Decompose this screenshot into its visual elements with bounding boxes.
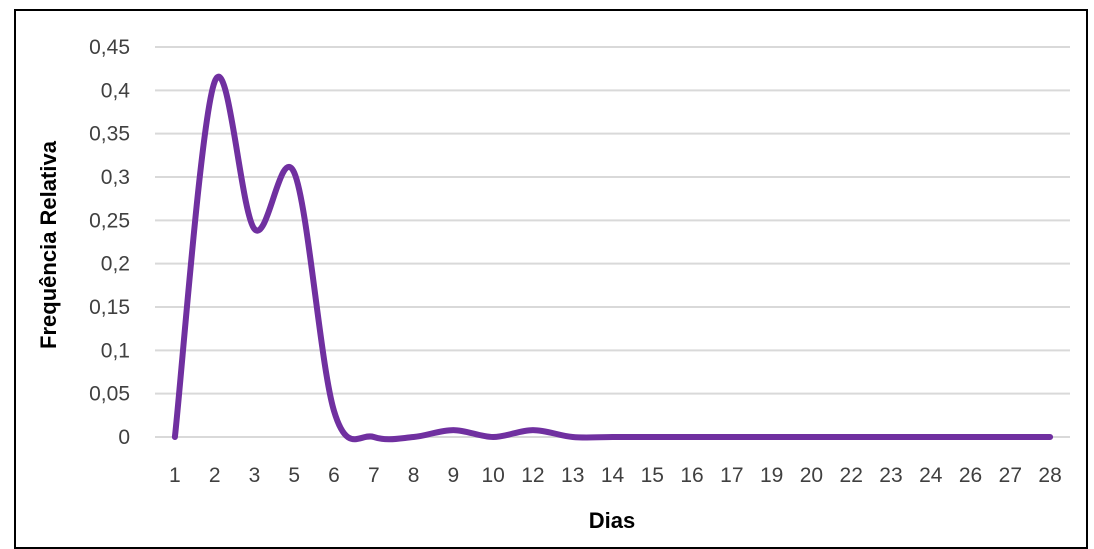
x-tick-label: 12 [521, 464, 544, 487]
x-tick-label: 23 [879, 464, 902, 487]
x-tick-label: 9 [448, 464, 460, 487]
x-tick-label: 27 [999, 464, 1022, 487]
y-tick-label: 0,25 [89, 209, 130, 232]
x-tick-label: 10 [481, 464, 504, 487]
x-tick-label: 1 [169, 464, 181, 487]
x-tick-label: 7 [368, 464, 380, 487]
y-tick-label: 0,4 [101, 79, 131, 102]
chart-frame [14, 9, 1088, 549]
y-tick-label: 0,45 [89, 36, 130, 59]
x-tick-label: 20 [800, 464, 823, 487]
x-tick-label: 16 [680, 464, 703, 487]
x-tick-label: 26 [959, 464, 982, 487]
x-tick-label: 3 [249, 464, 261, 487]
x-tick-label: 5 [288, 464, 300, 487]
x-tick-label: 15 [641, 464, 664, 487]
y-axis-title: Frequência Relativa [36, 140, 61, 349]
x-tick-label: 28 [1038, 464, 1061, 487]
x-tick-label: 19 [760, 464, 783, 487]
y-tick-label: 0,1 [101, 339, 130, 362]
x-tick-label: 6 [328, 464, 340, 487]
series-line [171, 74, 1054, 443]
x-tick-label: 13 [561, 464, 584, 487]
y-tick-label: 0,15 [89, 296, 130, 319]
x-tick-label: 22 [840, 464, 863, 487]
x-tick-label: 2 [209, 464, 221, 487]
x-tick-label: 24 [919, 464, 943, 487]
y-tick-label: 0,3 [101, 166, 130, 189]
x-tick-label: 17 [720, 464, 743, 487]
x-axis-title: Dias [589, 508, 635, 533]
y-tick-label: 0,05 [89, 383, 130, 406]
y-tick-label: 0,35 [89, 123, 130, 146]
x-tick-label: 8 [408, 464, 420, 487]
y-tick-label: 0 [118, 426, 130, 449]
x-tick-label: 14 [601, 464, 625, 487]
y-tick-label: 0,2 [101, 253, 130, 276]
